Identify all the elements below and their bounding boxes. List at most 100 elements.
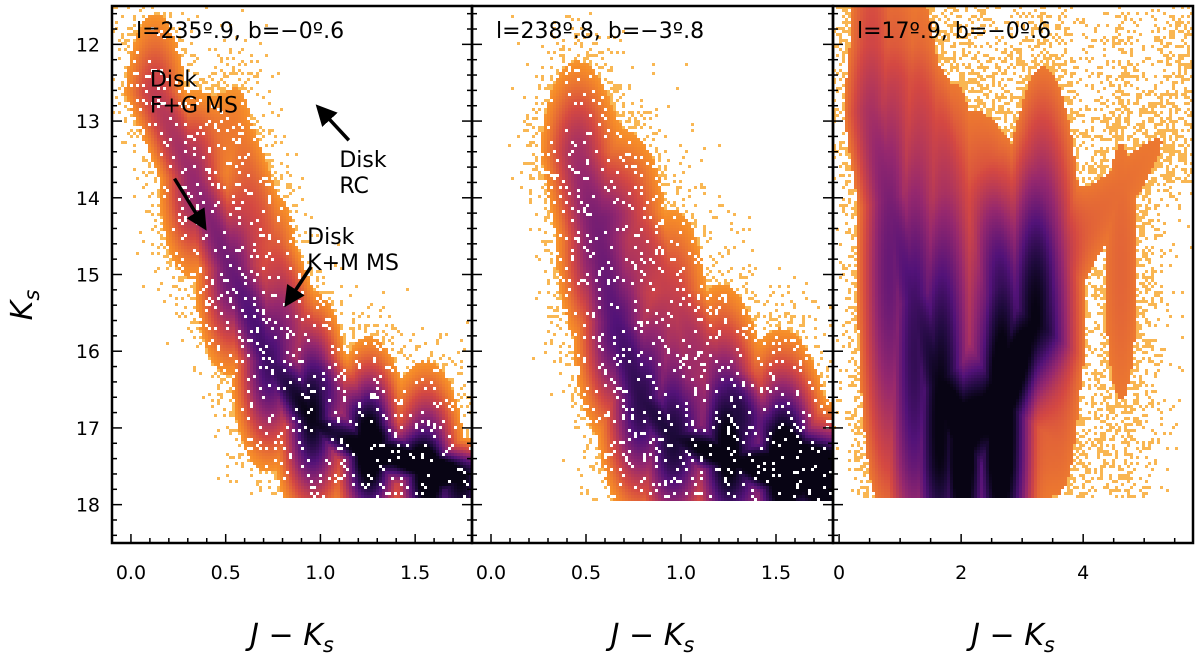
density-cell (214, 264, 217, 267)
density-cell (229, 336, 232, 339)
density-cell (235, 162, 238, 165)
density-cell (211, 360, 214, 363)
density-cell (298, 303, 301, 306)
density-cell (253, 357, 256, 360)
density-cell (304, 354, 307, 357)
density-cell (226, 84, 229, 87)
density-cell (208, 228, 211, 231)
density-cell (259, 381, 262, 384)
density-cell (166, 195, 169, 198)
density-cell (172, 216, 175, 219)
density-cell (133, 111, 136, 114)
density-cell (292, 240, 295, 243)
density-cell (142, 111, 145, 114)
density-cell (211, 354, 214, 357)
density-cell (304, 345, 307, 348)
density-cell (163, 117, 166, 120)
density-cell (160, 168, 163, 171)
density-cell (226, 363, 229, 366)
density-cell (145, 126, 148, 129)
density-cell (208, 246, 211, 249)
density-cell (148, 87, 151, 90)
density-cell (211, 195, 214, 198)
density-cell (136, 57, 139, 60)
density-cell (199, 159, 202, 162)
density-cell (370, 381, 373, 384)
density-cell (229, 267, 232, 270)
density-cell (175, 285, 178, 288)
density-cell (157, 114, 160, 117)
density-cell (142, 33, 145, 36)
density-cell (193, 231, 196, 234)
density-cell (259, 297, 262, 300)
density-cell (241, 306, 244, 309)
density-cell (217, 294, 220, 297)
density-cell (253, 273, 256, 276)
density-cell (217, 291, 220, 294)
density-cell (208, 315, 211, 318)
density-cell (223, 105, 226, 108)
density-cell (250, 138, 253, 141)
density-cell (277, 348, 280, 351)
density-cell (325, 375, 328, 378)
density-cell (178, 192, 181, 195)
density-cell (226, 300, 229, 303)
density-cell (301, 366, 304, 369)
density-cell (271, 165, 274, 168)
density-cell (172, 201, 175, 204)
density-cell (319, 351, 322, 354)
density-cell (310, 381, 313, 384)
density-cell (277, 360, 280, 363)
density-cell (178, 36, 181, 39)
density-cell (172, 75, 175, 78)
density-cell (268, 186, 271, 189)
density-cell (154, 51, 157, 54)
density-cell (217, 189, 220, 192)
density-cell (220, 156, 223, 159)
density-cell (241, 171, 244, 174)
density-cell (406, 375, 409, 378)
density-cell (211, 174, 214, 177)
density-cell (367, 372, 370, 375)
density-cell (229, 123, 232, 126)
density-cell (205, 141, 208, 144)
density-cell (232, 168, 235, 171)
density-cell (274, 225, 277, 228)
density-cell (271, 240, 274, 243)
density-cell (235, 153, 238, 156)
density-cell (292, 381, 295, 384)
density-cell (262, 228, 265, 231)
density-cell (241, 276, 244, 279)
density-cell (136, 78, 139, 81)
density-cell (358, 357, 361, 360)
density-cell (244, 375, 247, 378)
density-cell (184, 93, 187, 96)
density-cell (247, 144, 250, 147)
density-cell (193, 282, 196, 285)
density-cell (289, 384, 292, 387)
density-cell (223, 339, 226, 342)
density-cell (202, 258, 205, 261)
density-cell (220, 174, 223, 177)
density-cell (145, 45, 148, 48)
density-cell (130, 78, 133, 81)
density-cell (190, 270, 193, 273)
density-cell (250, 354, 253, 357)
density-cell (343, 351, 346, 354)
density-cell (328, 375, 331, 378)
density-cell (169, 240, 172, 243)
density-cell (307, 294, 310, 297)
density-cell (178, 189, 181, 192)
density-cell (220, 318, 223, 321)
density-cell (187, 261, 190, 264)
density-cell (283, 366, 286, 369)
density-cell (352, 363, 355, 366)
density-cell (199, 297, 202, 300)
density-cell (181, 93, 184, 96)
density-cell (205, 126, 208, 129)
density-cell (151, 87, 154, 90)
density-cell (259, 291, 262, 294)
density-cell (283, 351, 286, 354)
density-cell (172, 285, 175, 288)
density-cell (181, 297, 184, 300)
